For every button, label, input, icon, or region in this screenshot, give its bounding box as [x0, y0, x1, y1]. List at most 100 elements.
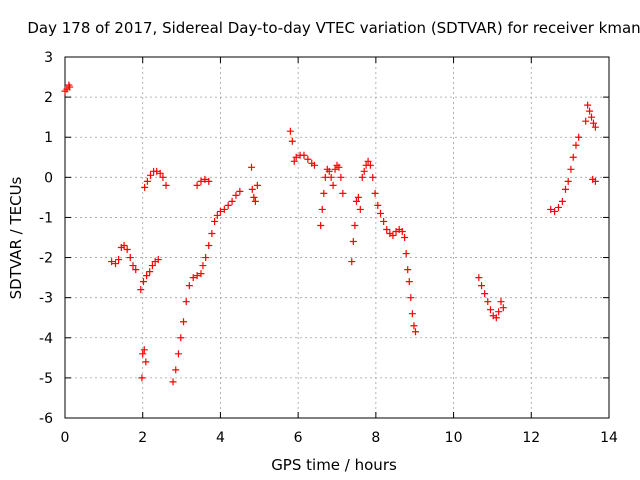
- y-tick-label: -3: [39, 291, 53, 307]
- data-point: [202, 254, 210, 262]
- data-point: [253, 181, 261, 189]
- data-point: [213, 211, 221, 219]
- data-point: [389, 231, 397, 239]
- y-axis-label: SDTVAR / TECUs: [7, 176, 25, 299]
- y-tick-label: 2: [44, 90, 53, 106]
- data-point: [185, 282, 193, 290]
- data-point: [220, 205, 228, 213]
- data-point: [497, 298, 505, 306]
- data-point: [143, 177, 151, 185]
- data-point: [402, 250, 410, 258]
- data-point: [159, 173, 167, 181]
- data-point: [335, 163, 343, 171]
- data-point: [354, 193, 362, 201]
- data-point: [250, 193, 258, 201]
- grid: [65, 57, 609, 418]
- data-point: [199, 262, 207, 270]
- y-tick-label: 0: [44, 170, 53, 186]
- data-point: [208, 229, 216, 237]
- data-point: [139, 350, 147, 358]
- data-point: [120, 242, 128, 250]
- data-point: [339, 189, 347, 197]
- data-point: [115, 256, 123, 264]
- data-point: [410, 322, 418, 330]
- data-point: [310, 161, 318, 169]
- data-point: [320, 189, 328, 197]
- y-tick-label: 1: [44, 130, 53, 146]
- x-tick-label: 12: [522, 430, 540, 446]
- data-point: [300, 151, 308, 159]
- data-point: [591, 123, 599, 131]
- data-point: [228, 197, 236, 205]
- data-point: [148, 262, 156, 270]
- data-point: [407, 294, 415, 302]
- data-point: [169, 378, 177, 386]
- x-tick-label: 8: [371, 430, 380, 446]
- data-point: [108, 258, 116, 266]
- data-point: [137, 286, 145, 294]
- data-point: [405, 278, 413, 286]
- data-point: [318, 205, 326, 213]
- data-point: [374, 201, 382, 209]
- data-point: [162, 181, 170, 189]
- x-tick-label: 4: [216, 430, 225, 446]
- data-point: [360, 167, 368, 175]
- data-point: [193, 181, 201, 189]
- data-point: [584, 101, 592, 109]
- data-point: [141, 183, 149, 191]
- x-tick-label: 0: [61, 430, 70, 446]
- data-point: [591, 177, 599, 185]
- data-point: [564, 177, 572, 185]
- data-point: [492, 314, 500, 322]
- data-point: [174, 350, 182, 358]
- data-point: [331, 165, 339, 173]
- data-point: [140, 346, 148, 354]
- data-point: [547, 205, 555, 213]
- y-tick-label: 3: [44, 50, 53, 66]
- data-points: [61, 81, 599, 386]
- x-tick-label: 2: [138, 430, 147, 446]
- data-point: [351, 221, 359, 229]
- data-point: [327, 173, 335, 181]
- data-point: [286, 127, 294, 135]
- data-point: [146, 171, 154, 179]
- data-point: [248, 185, 256, 193]
- data-point: [205, 177, 213, 185]
- data-point: [558, 197, 566, 205]
- data-point: [139, 278, 147, 286]
- data-point: [348, 258, 356, 266]
- data-point: [112, 260, 120, 268]
- data-point: [304, 155, 312, 163]
- data-point: [288, 137, 296, 145]
- data-point: [248, 163, 256, 171]
- data-point: [569, 153, 577, 161]
- data-point: [582, 117, 590, 125]
- data-point: [561, 185, 569, 193]
- data-point: [154, 256, 162, 264]
- data-point: [132, 266, 140, 274]
- data-point: [197, 270, 205, 278]
- data-point: [589, 119, 597, 127]
- data-point: [205, 242, 213, 250]
- x-axis-label: GPS time / hours: [271, 456, 397, 474]
- data-point: [201, 175, 209, 183]
- y-tick-label: -6: [39, 411, 53, 427]
- data-point: [408, 310, 416, 318]
- data-point: [411, 328, 419, 336]
- data-point: [377, 209, 385, 217]
- chart-title: Day 178 of 2017, Sidereal Day-to-day VTE…: [27, 19, 640, 37]
- x-tick-label: 6: [294, 430, 303, 446]
- y-tick-label: -4: [39, 331, 53, 347]
- x-tick-label: 10: [445, 430, 463, 446]
- data-point: [251, 197, 259, 205]
- y-tick-label: -1: [39, 210, 53, 226]
- data-point: [143, 272, 151, 280]
- data-point: [352, 197, 360, 205]
- data-point: [317, 221, 325, 229]
- data-point: [401, 234, 409, 241]
- x-tick-label: 14: [600, 430, 618, 446]
- data-point: [383, 225, 391, 233]
- data-point: [380, 217, 388, 225]
